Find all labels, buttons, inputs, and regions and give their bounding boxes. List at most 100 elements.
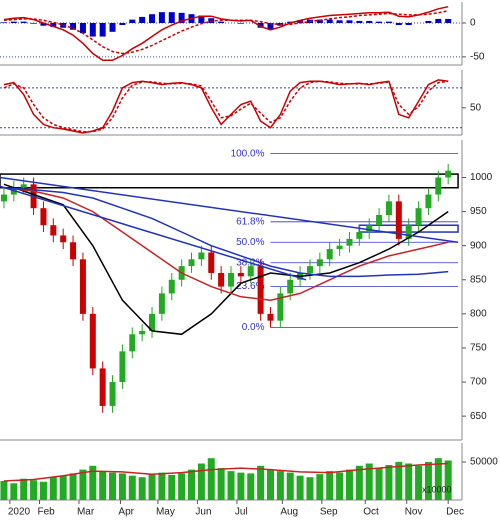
y-tick-label: 50 [470,102,482,113]
candle-body [139,330,146,335]
moving-average [3,186,449,301]
histogram-bar [385,21,392,23]
volume-bar [20,478,28,500]
volume-bar [168,474,176,500]
candle-body [267,313,274,321]
histogram-bar [149,14,156,23]
volume-bar [405,463,413,500]
candle-body [89,313,96,369]
y-tick-label: 700 [470,377,487,388]
histogram-bar [395,23,402,26]
x-tick-label: Jul [235,507,248,518]
candle-body [316,259,323,267]
candle-body [356,232,363,239]
candle-body [70,242,77,260]
candle-body [158,293,165,314]
volume-bar [217,468,225,500]
candle-body [306,266,313,273]
histogram-bar [316,19,323,23]
volume-bar [49,477,57,500]
histogram-bar [435,18,442,23]
unit-label: x10000 [422,484,452,494]
zone-box [0,173,459,189]
fib-label: 50.0% [236,237,264,248]
volume-bar [128,475,136,500]
candle-body [346,238,353,246]
histogram-bar [139,16,146,23]
histogram-bar [99,23,106,37]
histogram-bar [89,23,96,37]
volume-bar [375,468,383,500]
histogram-bar [198,15,205,23]
fib-label: 0.0% [242,322,265,333]
volume-bar [316,474,324,500]
y-tick-label: 800 [470,309,487,320]
histogram-bar [10,21,17,23]
volume-bar [336,472,344,500]
volume-bar [444,460,452,500]
candle-body [425,194,432,209]
histogram-bar [30,23,37,24]
x-tick-label: Aug [280,507,298,518]
volume-bar [188,469,196,500]
x-tick-label: 2020 [8,507,31,518]
candle-body [405,225,412,239]
histogram-bar [376,21,383,23]
y-tick-label: 900 [470,240,487,251]
candle-body [435,177,442,195]
volume-bar [30,480,38,500]
volume-bar [345,469,353,500]
candle-body [198,252,205,260]
moving-average [3,186,449,278]
histogram-bar [50,23,57,28]
x-tick-label: Feb [37,507,55,518]
volume-bar [69,473,77,500]
candle-body [257,266,264,314]
volume-bar [138,477,146,500]
candle-body [376,215,383,226]
candle-body [218,272,225,287]
histogram-bar [129,19,136,23]
x-tick-label: Apr [118,507,134,518]
volume-bar [39,481,47,500]
candle-body [415,208,422,226]
y-tick-label: -50 [470,52,485,63]
volume-bar [227,471,235,500]
volume-bar [276,471,284,500]
moving-average [0,185,307,281]
candle-body [188,259,195,267]
volume-bar [385,465,393,500]
histogram-bar [425,20,432,23]
candle-body [50,225,57,236]
histogram-bar [79,23,86,34]
candle-body [336,245,343,250]
histogram-bar [237,23,244,24]
volume-bar [326,471,334,500]
volume-bar [355,465,363,500]
y-tick-label: 0 [470,18,476,29]
histogram-bar [109,23,116,32]
volume-bar [247,473,255,500]
indicator-line [3,80,449,133]
volume-bar [434,458,442,500]
volume-bar [197,463,205,500]
volume-bar [257,465,265,500]
volume-bar [99,471,107,500]
candle-body [445,170,452,178]
candle-body [247,266,254,277]
histogram-bar [366,20,373,23]
volume-bar [306,477,314,500]
histogram-bar [297,20,304,23]
volume-bar [118,473,126,500]
candle-body [237,272,244,277]
volume-bar [148,474,156,500]
candle-body [287,279,294,294]
candle-body [79,259,86,314]
x-tick-label: Jun [195,507,211,518]
moving-average [3,183,449,336]
candle-body [60,235,67,243]
histogram-bar [168,12,175,23]
y-tick-label: 50000 [470,457,498,468]
volume-bar [365,463,373,500]
